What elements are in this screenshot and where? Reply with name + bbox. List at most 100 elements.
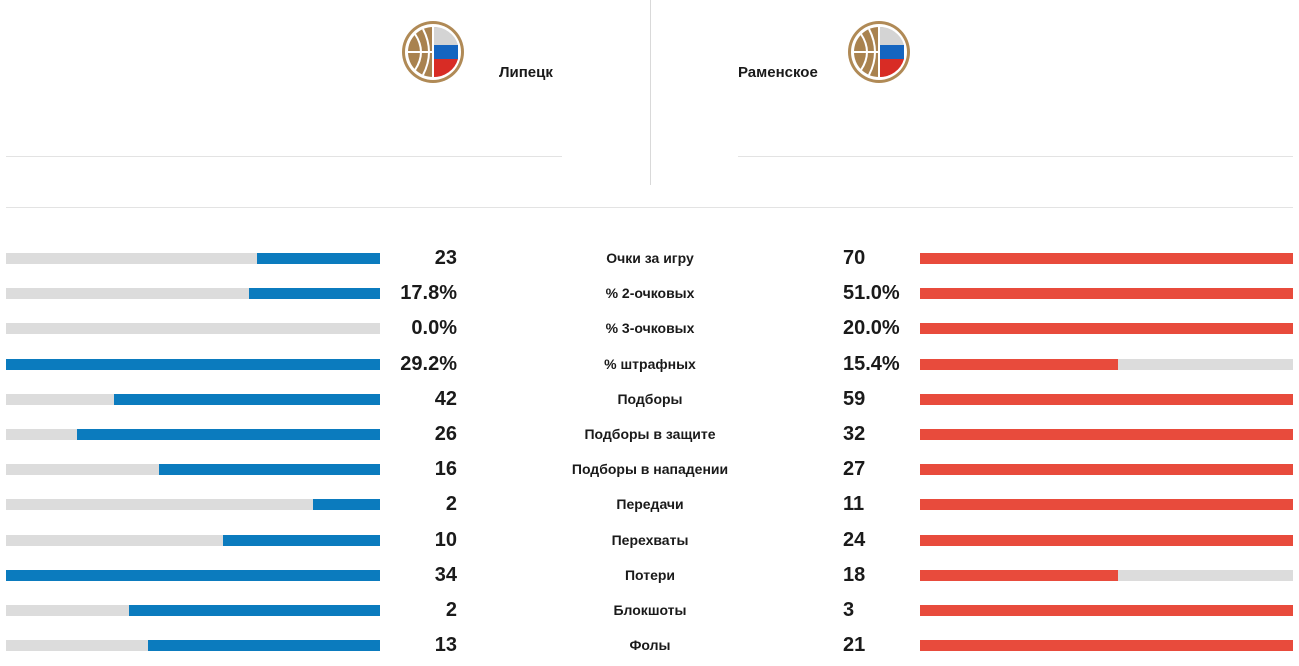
home-stat-value: 13 xyxy=(434,634,457,657)
away-stat-fill xyxy=(920,393,1293,405)
home-stat-bar xyxy=(6,393,380,405)
stat-label: Подборы в защите xyxy=(584,426,716,442)
home-stat-value: 34 xyxy=(434,563,457,586)
home-stat-value: 10 xyxy=(434,528,457,551)
stat-row: 17.8% % 2-очковых 51.0% xyxy=(0,275,1299,310)
away-stat-fill xyxy=(920,253,1293,264)
away-stat-fill xyxy=(920,605,1293,616)
away-stat-fill xyxy=(920,323,1293,335)
away-stat-value: 27 xyxy=(843,458,866,481)
away-stat-fill xyxy=(920,464,1293,476)
home-stat-fill xyxy=(129,605,380,616)
away-stat-bar xyxy=(920,393,1293,405)
stat-row: 42 Подборы 59 xyxy=(0,381,1299,416)
stat-row: 13 Фолы 21 xyxy=(0,627,1299,662)
home-stat-value: 0.0% xyxy=(411,317,457,340)
away-stat-value: 11 xyxy=(843,493,865,516)
stat-row: 2 Блокшоты 3 xyxy=(0,592,1299,627)
home-stat-value: 16 xyxy=(434,458,457,481)
away-stat-bar xyxy=(920,534,1293,546)
home-stat-bar xyxy=(6,323,380,335)
home-team-name[interactable]: Липецк xyxy=(499,64,553,81)
home-stat-bar xyxy=(6,464,380,476)
stat-row: 26 Подборы в защите 32 xyxy=(0,416,1299,451)
stat-row: 34 Потери 18 xyxy=(0,557,1299,592)
away-stat-fill xyxy=(920,288,1293,300)
home-stat-value: 2 xyxy=(445,599,457,621)
stat-label: Подборы в нападении xyxy=(571,461,729,478)
stat-row: 29.2% % штрафных 15.4% xyxy=(0,346,1299,381)
home-stat-value: 29.2% xyxy=(400,352,457,375)
home-stat-fill xyxy=(114,393,380,405)
stat-label: Блокшоты xyxy=(613,602,687,618)
stat-row: 10 Перехваты 24 xyxy=(0,522,1299,557)
home-stat-bar xyxy=(6,569,380,581)
away-stat-fill xyxy=(920,640,1293,652)
stat-row: 16 Подборы в нападении 27 xyxy=(0,451,1299,486)
away-stat-bar xyxy=(920,323,1293,335)
home-stat-fill xyxy=(77,429,380,440)
away-stat-value: 24 xyxy=(843,528,866,551)
home-stat-value: 26 xyxy=(434,423,457,445)
section-divider xyxy=(6,207,1293,208)
stat-label: Передачи xyxy=(616,496,684,513)
stat-label: Очки за игру xyxy=(606,250,694,266)
away-stat-value: 32 xyxy=(843,423,866,445)
home-stat-bar xyxy=(6,429,380,440)
away-stat-bar xyxy=(920,605,1293,616)
home-stat-value: 2 xyxy=(445,493,457,516)
basketball-federation-logo-icon xyxy=(848,21,910,83)
home-stat-fill xyxy=(6,358,380,370)
away-team-name[interactable]: Раменское xyxy=(738,64,818,81)
stat-row: 2 Передачи 11 xyxy=(0,486,1299,521)
home-stat-fill xyxy=(312,499,380,511)
stat-label: % 3-очковых xyxy=(605,320,695,337)
away-stat-value: 18 xyxy=(843,563,866,586)
home-stat-bar xyxy=(6,358,380,370)
away-divider xyxy=(738,156,1293,157)
stat-label: Перехваты xyxy=(611,531,689,548)
stat-label: Фолы xyxy=(629,637,671,654)
away-stat-fill xyxy=(920,534,1293,546)
home-stat-bar xyxy=(6,499,380,511)
away-stat-bar xyxy=(920,288,1293,300)
away-stat-bar xyxy=(920,253,1293,264)
stat-label: Потери xyxy=(624,566,676,583)
away-stat-bar xyxy=(920,358,1293,370)
away-stat-value: 15.4% xyxy=(843,352,900,375)
home-stat-bar xyxy=(6,288,380,300)
header-divider xyxy=(650,0,651,185)
away-stat-value: 21 xyxy=(843,634,866,657)
match-header: Липецк Раменское xyxy=(0,0,1299,210)
home-stat-bar xyxy=(6,253,380,264)
home-stat-bar xyxy=(6,534,380,546)
stat-label: % штрафных xyxy=(604,355,696,372)
away-stat-fill xyxy=(920,569,1118,581)
home-stat-bar xyxy=(6,640,380,652)
away-stat-value: 3 xyxy=(843,599,855,621)
away-stat-bar xyxy=(920,464,1293,476)
away-stat-fill xyxy=(920,499,1293,511)
stat-label: % 2-очковых xyxy=(605,285,695,302)
away-stat-bar xyxy=(920,640,1293,652)
home-divider xyxy=(6,156,562,157)
away-stat-value: 59 xyxy=(843,387,866,410)
home-stat-value: 42 xyxy=(434,387,457,410)
away-stat-value: 51.0% xyxy=(843,282,900,305)
away-stat-value: 20.0% xyxy=(843,317,900,340)
away-stat-value: 70 xyxy=(843,247,866,269)
home-stat-fill xyxy=(256,253,380,264)
stat-label: Подборы xyxy=(617,390,683,407)
home-stat-fill xyxy=(159,464,380,476)
away-stat-bar xyxy=(920,429,1293,440)
basketball-federation-logo-icon xyxy=(402,21,464,83)
away-stat-bar xyxy=(920,499,1293,511)
away-stat-fill xyxy=(920,429,1293,440)
home-stat-bar xyxy=(6,605,380,616)
home-stat-fill xyxy=(6,569,380,581)
away-stat-fill xyxy=(920,358,1118,370)
stat-row: 23 Очки за игру 70 xyxy=(0,240,1299,275)
home-stat-fill xyxy=(249,288,380,300)
stat-row: 0.0% % 3-очковых 20.0% xyxy=(0,310,1299,345)
home-stat-fill xyxy=(222,534,380,546)
